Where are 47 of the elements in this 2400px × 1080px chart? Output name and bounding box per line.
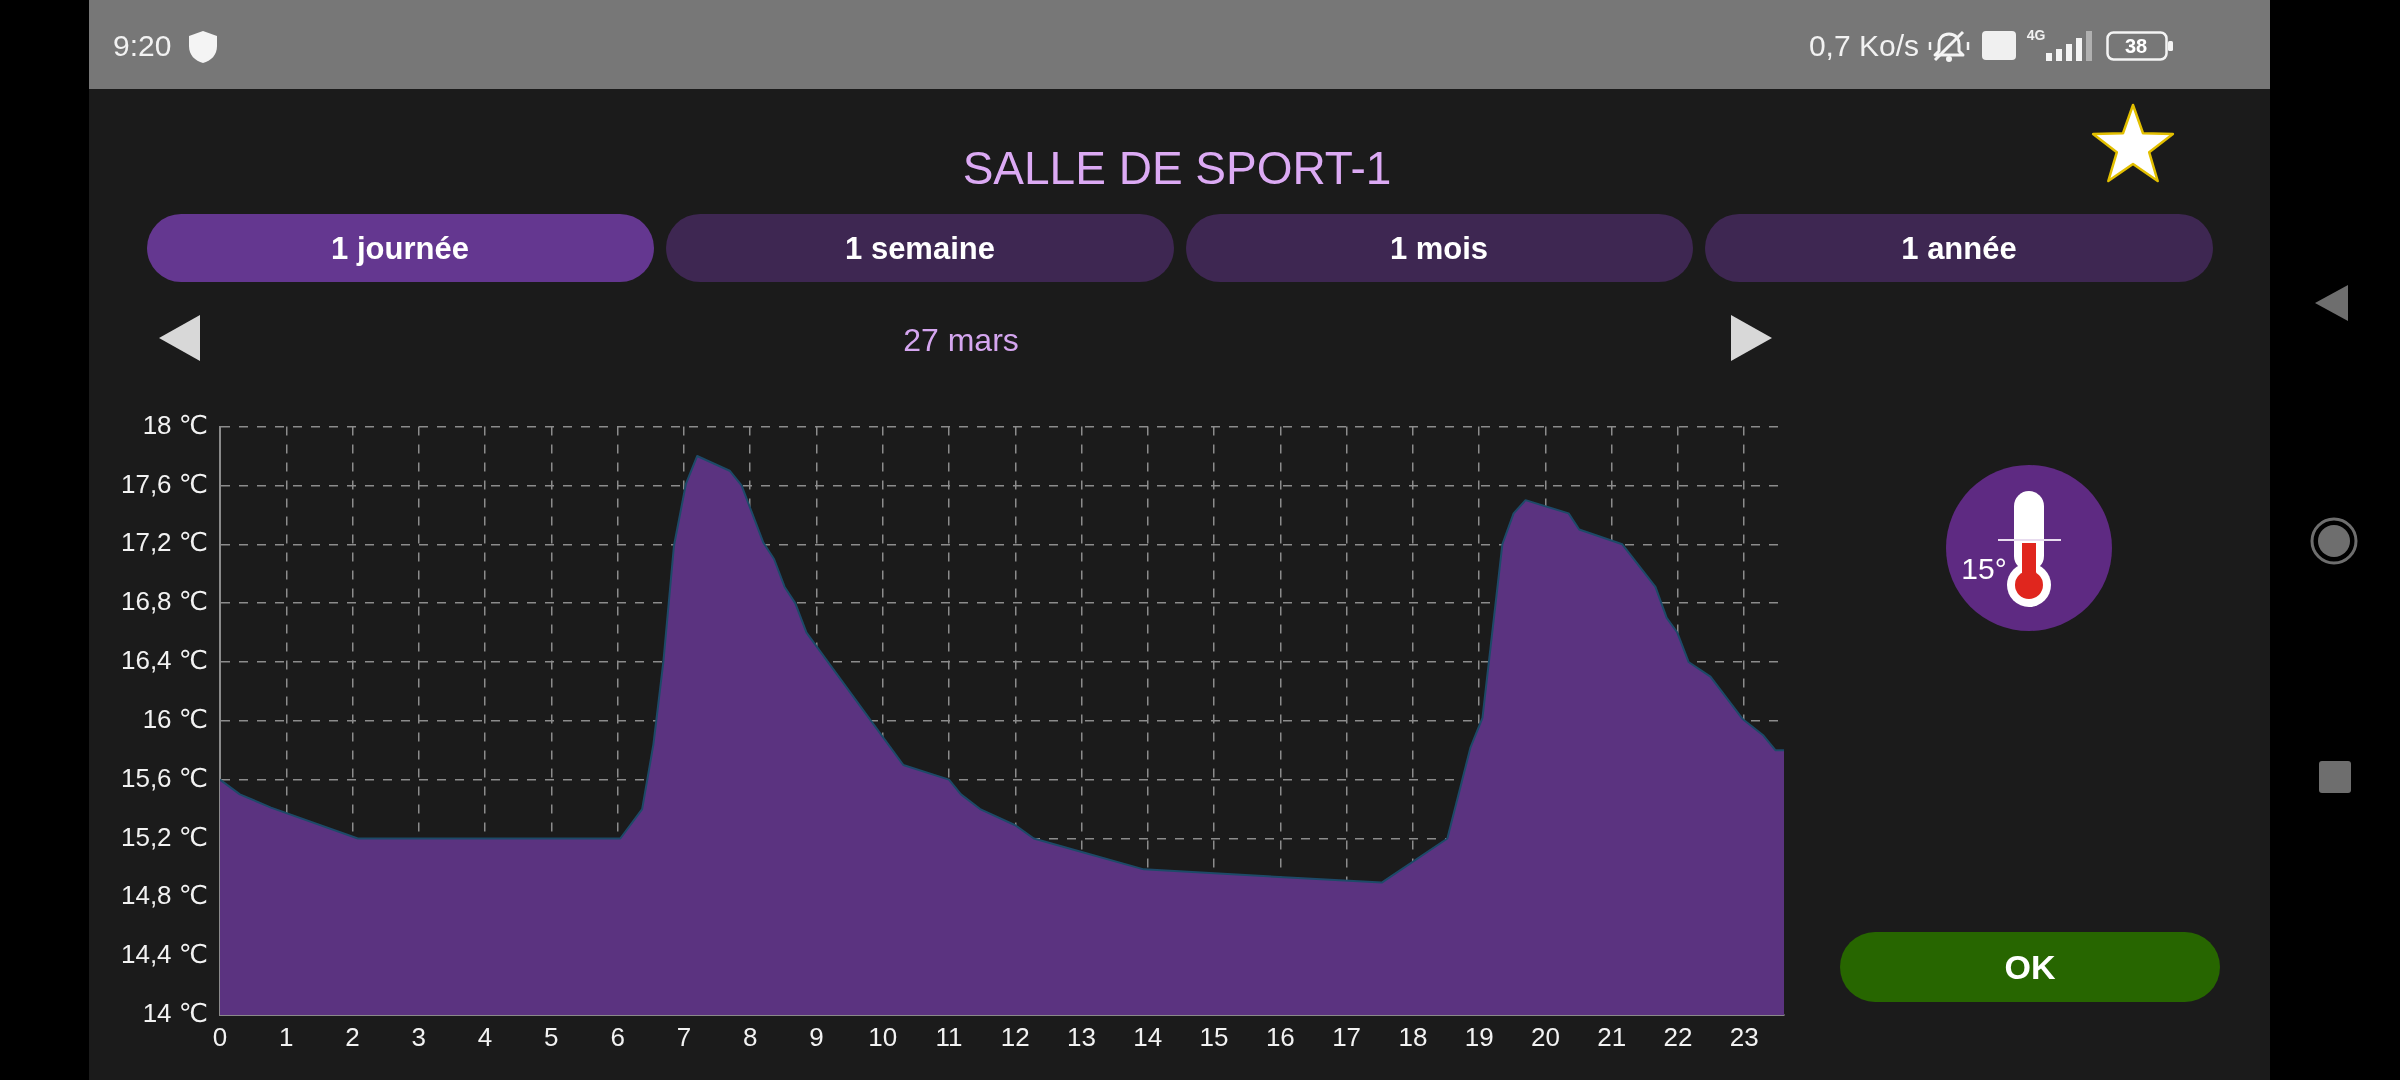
x-tick-label: 12 (1000, 1021, 1030, 1052)
x-tick-label: 21 (1597, 1021, 1627, 1052)
x-tick-label: 11 (935, 1021, 963, 1052)
x-tick-label: 15 (1199, 1021, 1229, 1052)
x-tick-label: 23 (1729, 1021, 1759, 1052)
x-tick-label: 5 (544, 1021, 559, 1052)
text: 4G (2026, 27, 2046, 43)
x-tick-label: 8 (742, 1021, 758, 1052)
chart-subtitle: 27 mars (903, 322, 1019, 358)
text: 15° (1961, 552, 2007, 585)
y-tick-label: 15,6 ℃ (120, 762, 208, 793)
chart-title: SALLE DE SPORT-1 (962, 142, 1392, 194)
x-tick-label: 10 (868, 1021, 898, 1052)
x-tick-label: 19 (1464, 1021, 1494, 1052)
x-tick-label: 22 (1663, 1021, 1693, 1052)
x-tick-label: 17 (1332, 1021, 1362, 1052)
x-tick-label: 2 (345, 1021, 360, 1052)
y-tick-label: 16 ℃ (142, 703, 208, 734)
y-tick-label: 16,4 ℃ (120, 645, 208, 676)
x-tick-label: 20 (1530, 1021, 1560, 1052)
text: OK (2004, 948, 2056, 986)
x-tick-label: 14 (1133, 1021, 1163, 1052)
text: 0,7 Ko/s (1808, 29, 1919, 62)
y-tick-label: 15,2 ℃ (120, 821, 208, 852)
y-tick-label: 16,8 ℃ (120, 586, 208, 617)
x-tick-label: 1 (279, 1021, 294, 1052)
y-tick-label: 14,4 ℃ (120, 939, 208, 970)
x-tick-label: 4 (477, 1021, 493, 1052)
text: 9:20 (113, 29, 172, 62)
text: 38 (2124, 35, 2148, 57)
x-tick-label: 0 (212, 1021, 228, 1052)
x-tick-label: 3 (411, 1021, 427, 1052)
text: 1 mois (1389, 230, 1489, 266)
x-tick-label: 18 (1398, 1021, 1428, 1052)
x-tick-label: 7 (676, 1021, 692, 1052)
text: 1 année (1901, 230, 2017, 266)
x-tick-label: 9 (809, 1021, 824, 1052)
y-tick-label: 14 ℃ (142, 998, 208, 1029)
x-tick-label: 13 (1067, 1021, 1096, 1052)
text: 1 semaine (845, 230, 995, 266)
text: 1 journée (331, 230, 469, 266)
y-tick-label: 17,6 ℃ (120, 468, 208, 499)
y-tick-label: 18 ℃ (142, 409, 208, 440)
y-tick-label: 17,2 ℃ (120, 527, 208, 558)
x-tick-label: 16 (1265, 1021, 1295, 1052)
y-tick-label: 14,8 ℃ (120, 880, 208, 911)
x-tick-label: 6 (610, 1021, 625, 1052)
